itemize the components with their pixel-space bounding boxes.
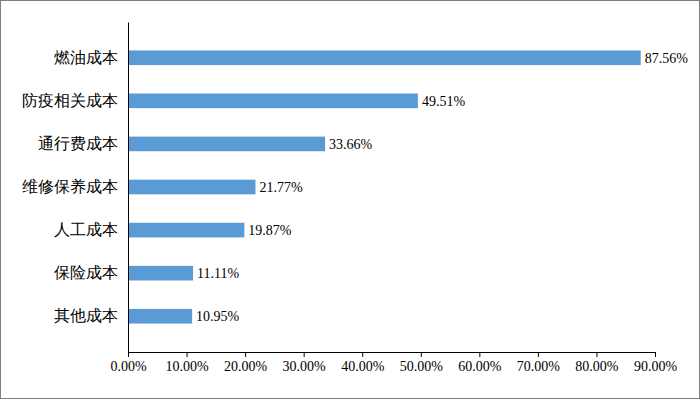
category-axis: 燃油成本防疫相关成本通行费成本维修保养成本人工成本保险成本其他成本: [22, 23, 129, 353]
axis-line: [129, 353, 656, 358]
category-label: 其他成本: [54, 307, 118, 324]
tick-label: 60.00%: [458, 359, 502, 374]
tick-label: 50.00%: [400, 359, 444, 374]
data-label: 49.51%: [422, 94, 466, 109]
bar: [128, 94, 418, 109]
tick: 保险成本: [54, 264, 118, 281]
category-label: 燃油成本: [54, 49, 118, 66]
tick-mark: [245, 352, 246, 357]
data-label: 11.11%: [197, 266, 239, 281]
axis-line: [128, 23, 129, 353]
tick-label: 30.00%: [283, 359, 327, 374]
frame: [1, 1, 700, 399]
chart: 0.00% 10.00% 20.00% 30.00% 40.00% 50.00% 60.00…: [0, 0, 700, 399]
category-label: 防疫相关成本: [22, 92, 118, 109]
tick-label: 10.00%: [165, 359, 209, 374]
tick: 通行费成本: [38, 135, 118, 152]
tick-label: 70.00%: [517, 359, 561, 374]
tick: 90.00%: [634, 352, 678, 374]
tick-mark: [655, 352, 656, 357]
tick: 防疫相关成本: [22, 92, 118, 109]
tick: 10.00%: [165, 352, 209, 374]
data-label: 21.77%: [259, 180, 303, 195]
tick: 人工成本: [54, 221, 118, 238]
tick: 60.00%: [458, 352, 502, 374]
value-axis: 0.00% 10.00% 20.00% 30.00% 40.00% 50.00% 60.00…: [110, 352, 677, 374]
tick: 维修保养成本: [22, 178, 118, 195]
tick-label: 40.00%: [341, 359, 385, 374]
bar: [128, 266, 193, 281]
tick: 40.00%: [341, 352, 385, 374]
data-label: 19.87%: [248, 223, 292, 238]
bars: [128, 50, 641, 323]
plot: 0.00% 10.00% 20.00% 30.00% 40.00% 50.00% 60.00…: [22, 23, 688, 374]
bar: [128, 137, 325, 152]
tick-mark: [421, 352, 422, 357]
bar: [128, 50, 641, 65]
tick: 其他成本: [54, 307, 118, 324]
bar: [128, 223, 244, 238]
tick-label: 80.00%: [575, 359, 619, 374]
tick: 80.00%: [575, 352, 619, 374]
tick-mark: [596, 352, 597, 357]
data-labels: 87.56% 49.51% 33.66% 21.77% 19.87% 11.11% 10.9…: [196, 51, 688, 324]
tick: 0.00%: [110, 352, 147, 374]
tick: 70.00%: [517, 352, 561, 374]
category-label: 维修保养成本: [22, 178, 118, 195]
tick-mark: [128, 352, 129, 357]
tick-mark: [479, 352, 480, 357]
data-label: 10.95%: [196, 309, 240, 324]
data-label: 87.56%: [645, 51, 689, 66]
tick-label: 0.00%: [110, 359, 147, 374]
bar: [128, 309, 192, 324]
tick-mark: [538, 352, 539, 357]
tick-label: 90.00%: [634, 359, 678, 374]
tick-mark: [187, 352, 188, 357]
category-label: 通行费成本: [38, 135, 118, 152]
tick: 30.00%: [283, 352, 327, 374]
category-label: 保险成本: [54, 264, 118, 281]
tick-label: 20.00%: [224, 359, 268, 374]
tick: 20.00%: [224, 352, 268, 374]
category-label: 人工成本: [54, 221, 118, 238]
tick-mark: [362, 352, 363, 357]
bar: [128, 180, 255, 195]
tick-mark: [304, 352, 305, 357]
tick: 50.00%: [400, 352, 444, 374]
data-label: 33.66%: [329, 137, 373, 152]
tick: 燃油成本: [54, 49, 118, 66]
